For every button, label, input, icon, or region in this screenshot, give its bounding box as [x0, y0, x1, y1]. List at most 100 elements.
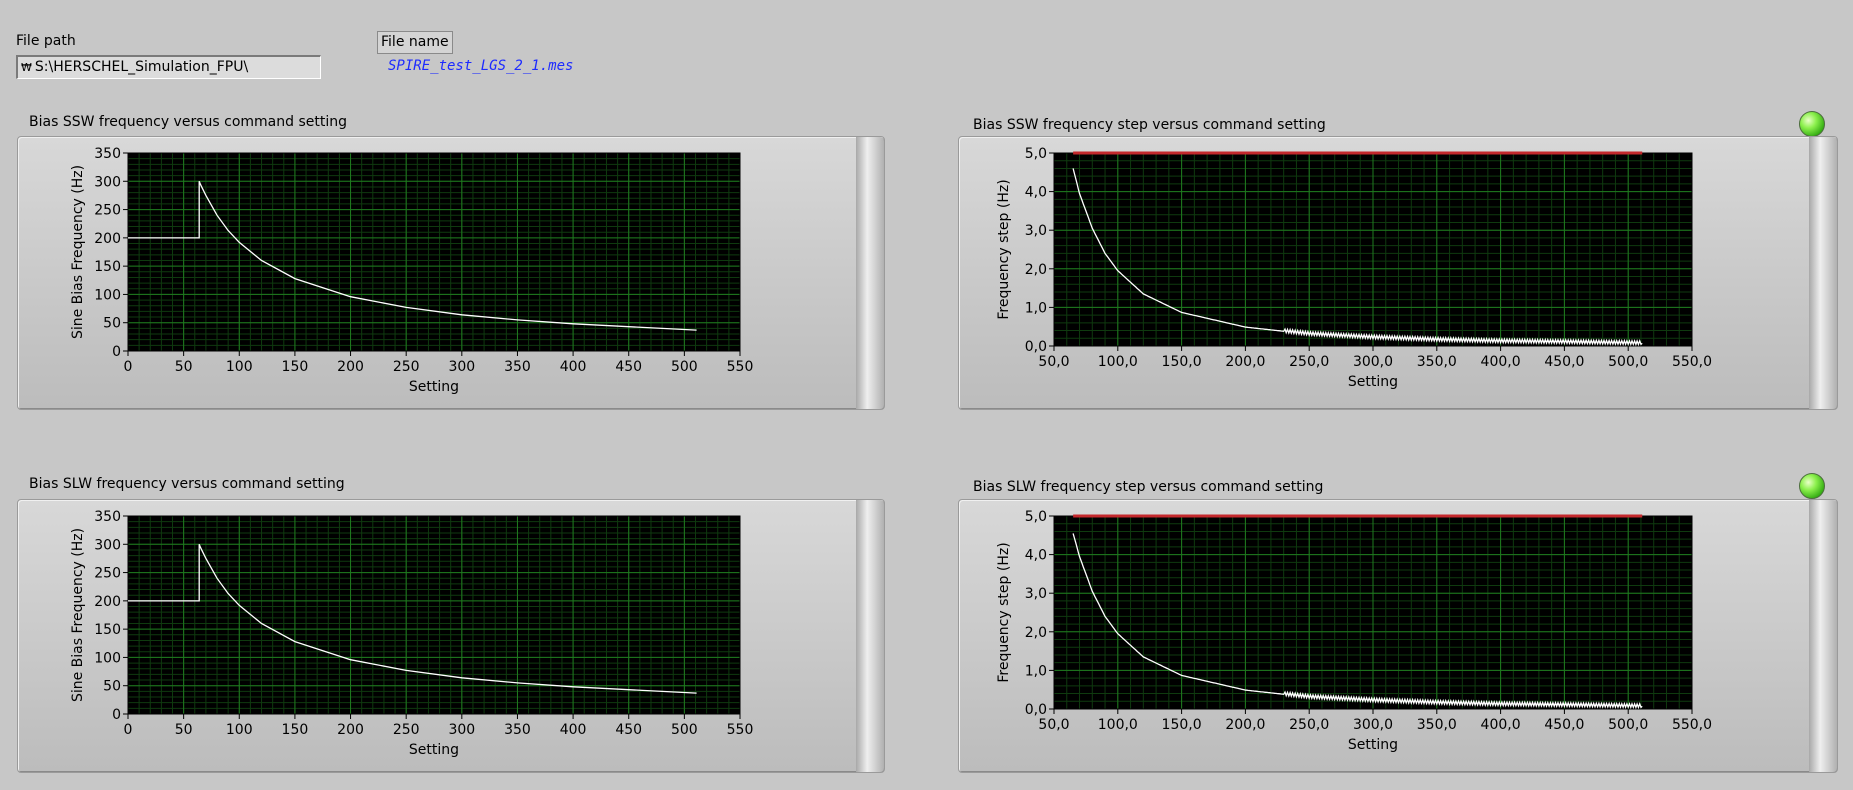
x-tick-label: 550,0	[1672, 354, 1712, 370]
x-tick-label: 100	[226, 359, 253, 375]
y-tick-label: 150	[94, 622, 121, 638]
x-tick-label: 500	[671, 359, 698, 375]
series-line	[128, 181, 697, 331]
chart-ssw-step: 50,0 100,0 150,0 200,0 250,0 300,0 350,0 400,0 4…	[996, 146, 1712, 390]
series-line	[1072, 533, 1643, 710]
y-tick-label: 1,0	[1025, 663, 1047, 679]
path-prefix-icon[interactable]: ₩	[21, 61, 32, 74]
x-tick-label: 0	[124, 722, 133, 738]
y-axis-label: Sine Bias Frequency (Hz)	[70, 528, 86, 702]
series-line	[1072, 168, 1643, 347]
y-tick-label: 100	[94, 650, 121, 666]
x-tick-label: 50,0	[1038, 717, 1069, 733]
file-path-field[interactable]: ₩ S:\HERSCHEL_Simulation_FPU\	[16, 55, 321, 79]
x-tick-label: 500,0	[1608, 717, 1648, 733]
x-tick-label: 200	[337, 359, 364, 375]
x-tick-label: 100,0	[1098, 354, 1138, 370]
chart-panel-ssw-step: 50,0 100,0 150,0 200,0 250,0 300,0 350,0 400,0 4…	[958, 136, 1838, 410]
x-tick-label: 300	[448, 359, 475, 375]
chart-title-ssw-frequency: Bias SSW frequency versus command settin…	[29, 114, 347, 130]
y-tick-label: 300	[94, 537, 121, 553]
x-tick-label: 100	[226, 722, 253, 738]
x-tick-label: 150	[282, 359, 309, 375]
y-tick-label: 4,0	[1025, 548, 1047, 564]
x-axis-label: Setting	[409, 379, 459, 395]
x-tick-label: 350,0	[1417, 717, 1457, 733]
x-tick-label: 500,0	[1608, 354, 1648, 370]
y-tick-label: 5,0	[1025, 509, 1047, 525]
file-name-label: File name	[377, 31, 453, 54]
x-tick-label: 400,0	[1481, 717, 1521, 733]
x-tick-label: 50	[175, 722, 193, 738]
x-tick-label: 450	[615, 359, 642, 375]
x-tick-label: 200,0	[1225, 717, 1265, 733]
y-tick-label: 250	[94, 203, 121, 219]
x-tick-label: 400,0	[1481, 354, 1521, 370]
y-tick-label: 300	[94, 174, 121, 190]
x-axis-label: Setting	[1348, 374, 1398, 390]
x-tick-label: 350	[504, 722, 531, 738]
panel-edge	[856, 500, 884, 772]
y-axis-label: Sine Bias Frequency (Hz)	[70, 165, 86, 339]
x-tick-label: 550,0	[1672, 717, 1712, 733]
x-tick-label: 250,0	[1289, 354, 1329, 370]
y-tick-label: 250	[94, 566, 121, 582]
x-tick-label: 300	[448, 722, 475, 738]
panel-edge	[1809, 500, 1837, 772]
x-tick-label: 450,0	[1544, 717, 1584, 733]
y-axis-label: Frequency step (Hz)	[996, 179, 1012, 319]
y-tick-label: 0	[112, 344, 121, 360]
y-tick-label: 50	[103, 679, 121, 695]
x-tick-label: 400	[560, 722, 587, 738]
ssw-status-led	[1799, 111, 1825, 137]
plot-area	[128, 153, 740, 351]
y-tick-label: 3,0	[1025, 586, 1047, 602]
file-path-label: File path	[16, 33, 76, 49]
y-tick-label: 1,0	[1025, 300, 1047, 316]
x-tick-label: 200	[337, 722, 364, 738]
x-tick-label: 350	[504, 359, 531, 375]
y-tick-label: 200	[94, 594, 121, 610]
x-tick-label: 550	[727, 359, 754, 375]
x-axis-label: Setting	[1348, 737, 1398, 753]
chart-slw-step: 50,0 100,0 150,0 200,0 250,0 300,0 350,0 400,0 4…	[996, 509, 1712, 753]
chart-title-slw-step: Bias SLW frequency step versus command s…	[973, 479, 1324, 495]
x-tick-label: 450	[615, 722, 642, 738]
y-tick-label: 2,0	[1025, 262, 1047, 278]
y-tick-label: 100	[94, 287, 121, 303]
x-tick-label: 250	[393, 722, 420, 738]
chart-slw-frequency: 0 50 100 150 200 250 300 350 400 450 500 550 0 50 100 1…	[70, 509, 754, 758]
y-tick-label: 3,0	[1025, 223, 1047, 239]
x-tick-label: 550	[727, 722, 754, 738]
chart-panel-slw-frequency: 0 50 100 150 200 250 300 350 400 450 500 550 0 50 100 1…	[17, 499, 885, 773]
panel-edge	[856, 137, 884, 409]
series-line	[128, 544, 697, 694]
y-tick-label: 350	[94, 509, 121, 525]
x-tick-label: 300,0	[1353, 354, 1393, 370]
plot-frame	[127, 515, 741, 715]
plot-area	[128, 516, 740, 714]
x-tick-label: 150,0	[1162, 717, 1202, 733]
x-tick-label: 250,0	[1289, 717, 1329, 733]
chart-title-slw-frequency: Bias SLW frequency versus command settin…	[29, 476, 345, 492]
x-tick-label: 300,0	[1353, 717, 1393, 733]
y-axis-label: Frequency step (Hz)	[996, 542, 1012, 682]
x-tick-label: 500	[671, 722, 698, 738]
chart-title-ssw-step: Bias SSW frequency step versus command s…	[973, 117, 1326, 133]
panel-edge	[1809, 137, 1837, 409]
y-tick-label: 0	[112, 707, 121, 723]
y-tick-label: 4,0	[1025, 185, 1047, 201]
chart-ssw-frequency: 0 50 100 150 200 250 300 350 400 450 500 550 0 50 100 1…	[70, 146, 754, 395]
y-tick-label: 200	[94, 231, 121, 247]
y-tick-label: 5,0	[1025, 146, 1047, 162]
file-path-value: S:\HERSCHEL_Simulation_FPU\	[34, 59, 249, 75]
y-tick-label: 2,0	[1025, 625, 1047, 641]
y-tick-label: 350	[94, 146, 121, 162]
x-tick-label: 0	[124, 359, 133, 375]
chart-panel-ssw-frequency: 0 50 100 150 200 250 300 350 400 450 500 550 0 50 100 1…	[17, 136, 885, 410]
y-tick-label: 50	[103, 316, 121, 332]
x-tick-label: 250	[393, 359, 420, 375]
x-tick-label: 450,0	[1544, 354, 1584, 370]
x-tick-label: 400	[560, 359, 587, 375]
y-tick-label: 0,0	[1025, 339, 1047, 355]
